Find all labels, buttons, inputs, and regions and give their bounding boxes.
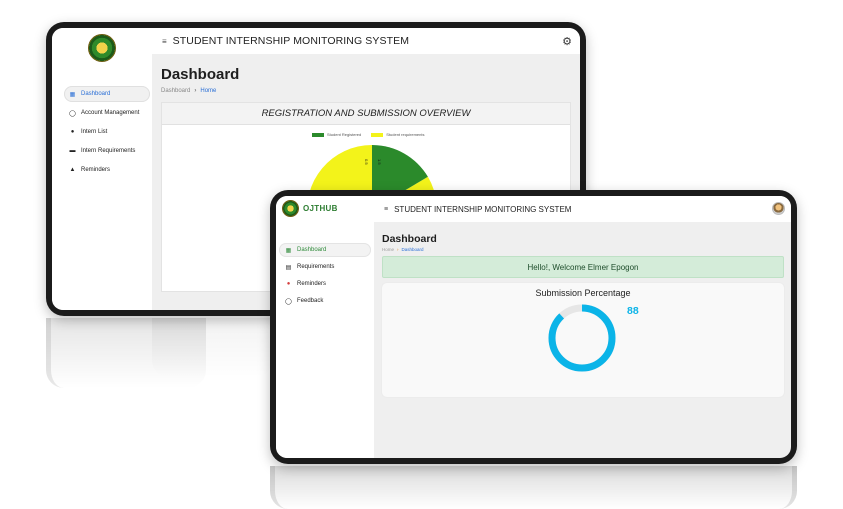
document-icon: ▬ (69, 148, 76, 154)
document-icon: ▤ (285, 264, 292, 271)
legend-swatch-green (312, 132, 324, 137)
sidebar-item-label: Requirements (297, 264, 335, 270)
sidebar-item-intern-list[interactable]: ● Intern List (64, 124, 150, 140)
back-tablet-reflection (46, 318, 206, 388)
admin-sidebar-nav: ▦ Dashboard ◯ Account Management ● Inter… (64, 86, 150, 181)
breadcrumb-current[interactable]: Dashboard (401, 247, 424, 252)
submission-percentage-value: 88 (627, 305, 639, 317)
school-seal-logo (282, 200, 299, 217)
legend-swatch-yellow (371, 132, 384, 137)
sidebar-item-reminders[interactable]: ▲ Reminders (64, 162, 150, 178)
sidebar-item-label: Intern List (81, 129, 108, 135)
breadcrumb: Home › Dashboard (382, 247, 424, 252)
breadcrumb-root[interactable]: Home (382, 247, 395, 252)
sidebar-item-label: Feedback (297, 298, 324, 304)
user-icon: ● (70, 129, 75, 135)
breadcrumb-current[interactable]: Home (200, 88, 217, 94)
bell-icon: ▲ (69, 167, 76, 173)
student-topbar: ≡ STUDENT INTERNSHIP MONITORING SYSTEM (374, 196, 791, 222)
chevron-right-icon: › (397, 247, 399, 252)
circle-icon: ◯ (69, 110, 76, 117)
progress-ring-fill (548, 304, 616, 372)
chevron-right-icon: › (194, 88, 197, 94)
page-title: Dashboard (161, 66, 240, 83)
legend-item-registered[interactable]: Student Registered (312, 132, 361, 137)
pin-icon: ● (286, 281, 291, 287)
admin-topbar: ≡ STUDENT INTERNSHIP MONITORING SYSTEM ⚙ (152, 28, 580, 54)
sidebar-item-label: Reminders (81, 167, 111, 173)
submission-card: Submission Percentage 88 (382, 283, 784, 397)
sidebar-item-dashboard[interactable]: ▦ Dashboard (279, 243, 371, 257)
back-screen-reflection (152, 318, 272, 378)
grid-icon: ▦ (285, 247, 292, 254)
student-sidebar-nav: ▦ Dashboard ▤ Requirements ● Reminders ◯… (279, 243, 371, 311)
back-screen: ▦ Dashboard ◯ Account Management ● Inter… (52, 28, 580, 310)
student-sidebar: OJTHUB ▦ Dashboard ▤ Requirements ● Remi… (276, 196, 374, 458)
sidebar-item-requirements[interactable]: ▤ Requirements (279, 260, 371, 274)
menu-icon[interactable]: ≡ (384, 205, 389, 213)
menu-icon[interactable]: ≡ (162, 36, 167, 46)
sidebar-item-label: Dashboard (297, 247, 327, 253)
school-seal-logo (88, 34, 116, 62)
circle-icon: ◯ (285, 298, 292, 305)
system-title: STUDENT INTERNSHIP MONITORING SYSTEM (172, 35, 410, 47)
sidebar-item-intern-requirements[interactable]: ▬ Intern Requirements (64, 143, 150, 159)
submission-card-title: Submission Percentage (535, 288, 631, 298)
chart-legend: Student Registered Student requirements (312, 132, 425, 137)
sidebar-item-feedback[interactable]: ◯ Feedback (279, 294, 371, 308)
legend-label: Student requirements (386, 132, 425, 137)
overview-card-title: REGISTRATION AND SUBMISSION OVERVIEW (162, 103, 570, 125)
front-tablet: OJTHUB ▦ Dashboard ▤ Requirements ● Remi… (270, 190, 797, 464)
grid-icon: ▦ (69, 91, 76, 98)
sidebar-item-label: Account Management (81, 110, 140, 116)
gear-icon[interactable]: ⚙ (562, 36, 572, 48)
brand-name: OJTHUB (303, 204, 338, 213)
user-avatar[interactable] (772, 202, 785, 215)
legend-item-requirements[interactable]: Student requirements (371, 132, 425, 137)
admin-sidebar: ▦ Dashboard ◯ Account Management ● Inter… (52, 28, 152, 310)
legend-label: Student Registered (327, 132, 362, 137)
pie-slice-label-registered: 1.5 (377, 159, 382, 165)
system-title: STUDENT INTERNSHIP MONITORING SYSTEM (394, 204, 572, 214)
breadcrumb-root[interactable]: Dashboard (161, 88, 191, 94)
breadcrumb: Dashboard › Home (161, 88, 216, 94)
sidebar-item-reminders[interactable]: ● Reminders (279, 277, 371, 291)
page-title: Dashboard (382, 233, 437, 245)
sidebar-item-dashboard[interactable]: ▦ Dashboard (64, 86, 150, 102)
sidebar-item-account-management[interactable]: ◯ Account Management (64, 105, 150, 121)
welcome-banner: Hello!, Welcome Elmer Epogon (382, 256, 784, 278)
submission-progress-ring (548, 304, 616, 372)
sidebar-item-label: Dashboard (81, 91, 111, 97)
pie-slice-label-requirements: 0.5 (364, 159, 369, 165)
sidebar-item-label: Reminders (297, 281, 327, 287)
front-screen: OJTHUB ▦ Dashboard ▤ Requirements ● Remi… (276, 196, 791, 458)
sidebar-item-label: Intern Requirements (81, 148, 136, 154)
front-tablet-reflection (270, 466, 797, 509)
brand[interactable]: OJTHUB (282, 200, 338, 217)
